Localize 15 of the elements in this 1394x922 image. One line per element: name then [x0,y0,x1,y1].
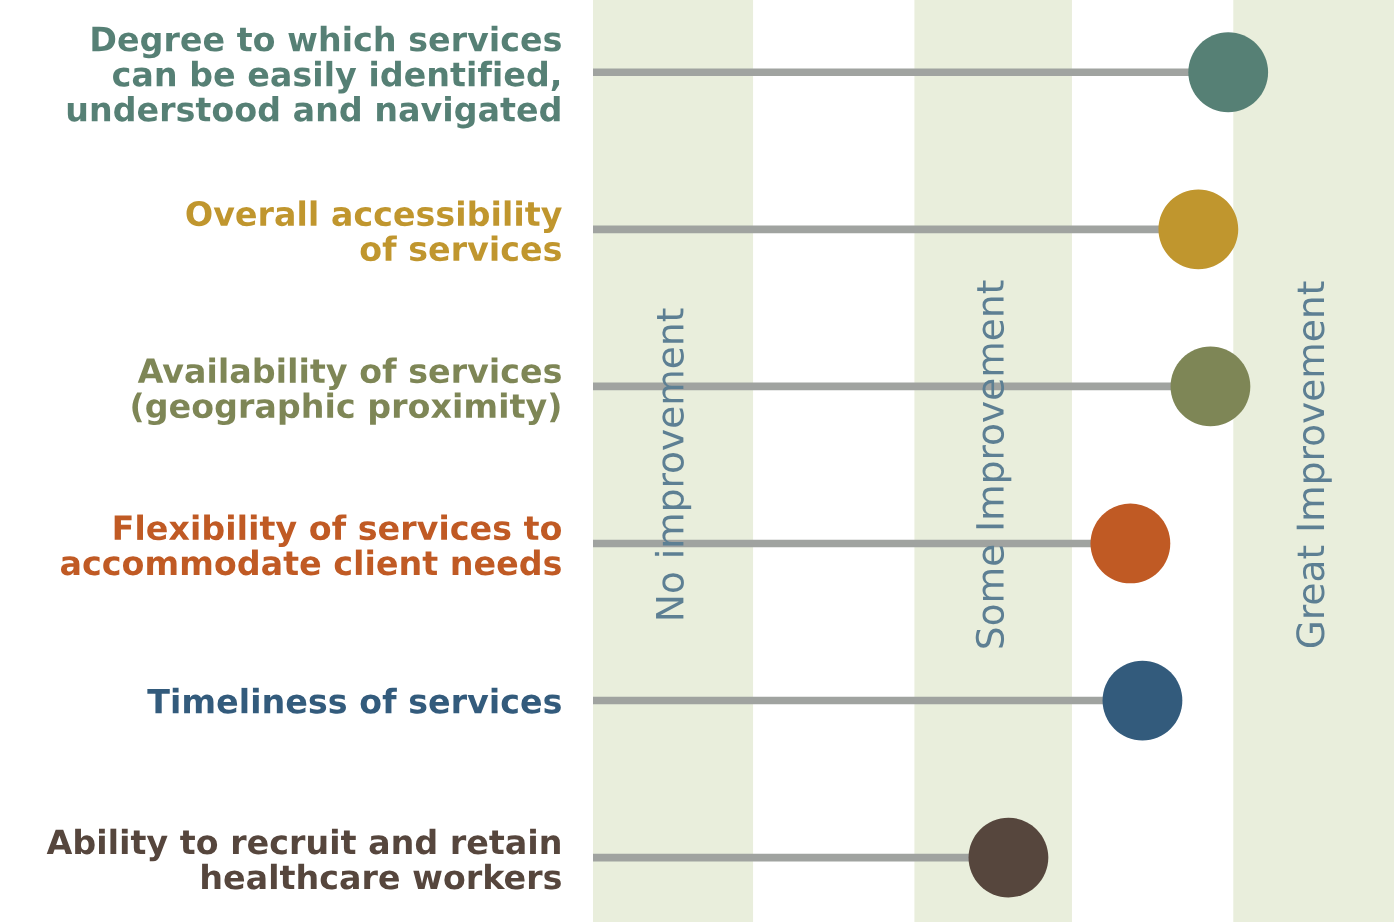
point [1170,346,1251,427]
y-tick-label: Ability to recruit and retain healthcare workers [46,828,561,890]
band-label: Great Improvement [1296,281,1332,648]
point [1102,660,1183,741]
point [1090,503,1171,584]
band-label: No improvement [654,308,692,619]
point [1188,32,1269,113]
point [968,817,1049,898]
y-tick-label: Overall accessibility of services [186,200,562,262]
point [1158,189,1239,270]
band-label: Some Improvement [975,280,1012,648]
y-tick-label: Flexibility of services to accommodate client needs [60,514,562,576]
y-tick-label: Degree to which services can be easily identified, understood and navigated [67,25,561,129]
y-tick-label: Timeliness of services [147,687,561,714]
y-tick-label: Availability of services (geographic proximity) [132,357,561,426]
